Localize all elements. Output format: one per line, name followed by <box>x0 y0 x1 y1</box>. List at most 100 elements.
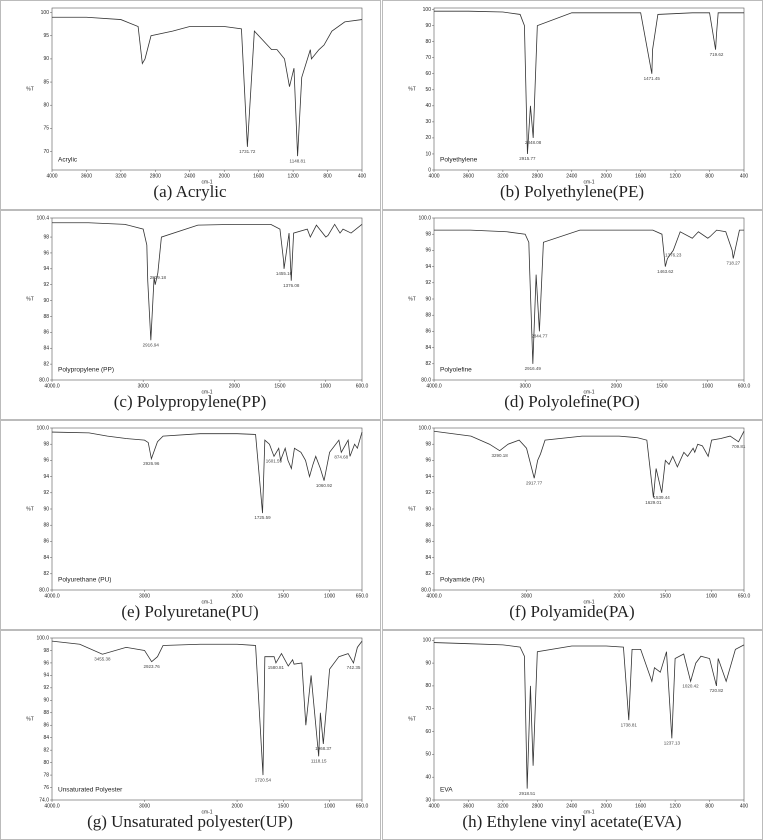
x-tick-label: 800 <box>705 803 714 809</box>
peak-label: 1738.81 <box>621 722 638 727</box>
y-tick-label: 86 <box>43 539 49 545</box>
spectrum-line <box>52 16 363 157</box>
y-tick-label: 96 <box>425 248 431 254</box>
peak-label: 2918.51 <box>519 791 536 796</box>
y-tick-label: 96 <box>425 458 431 464</box>
peak-label: 874.68 <box>334 454 348 459</box>
y-axis-label: %T <box>26 86 34 92</box>
sample-label: Polyolefine <box>440 367 472 374</box>
x-tick-label: 3000 <box>520 383 531 389</box>
x-tick-label: 3000 <box>139 803 150 809</box>
y-tick-label: 98 <box>43 234 49 240</box>
x-tick-label: 1600 <box>635 173 646 179</box>
x-axis-label: cm-1 <box>583 599 594 605</box>
spectrum-line <box>433 642 745 789</box>
peak-label: 1237.13 <box>664 741 681 746</box>
spectrum-line <box>434 229 744 364</box>
y-tick-label: 84 <box>425 555 431 561</box>
panel-border <box>0 420 381 630</box>
peak-label: 720.82 <box>709 688 723 693</box>
x-tick-label: 2800 <box>532 173 543 179</box>
x-tick-label: 2000 <box>219 173 230 179</box>
y-tick-label: 96 <box>43 250 49 256</box>
y-tick-label: 84 <box>425 345 431 351</box>
y-tick-label: 60 <box>425 71 431 77</box>
x-tick-label: 1600 <box>253 173 264 179</box>
y-tick-label: 40 <box>425 775 431 781</box>
sample-label: Polyethylene <box>440 157 478 164</box>
x-tick-label: 1000 <box>324 803 335 809</box>
y-tick-label: 50 <box>425 752 431 758</box>
y-tick-label: 50 <box>425 87 431 93</box>
panel-caption: (b) Polyethylene(PE) <box>500 182 644 201</box>
sample-label: Unsaturated Polyester <box>58 787 123 794</box>
y-tick-label: 80.0 <box>421 587 431 593</box>
panel-caption: (e) Polyuretane(PU) <box>121 602 258 621</box>
y-tick-label: 20 <box>425 135 431 141</box>
x-tick-label: 3000 <box>521 593 532 599</box>
y-tick-label: 80.0 <box>421 377 431 383</box>
peak-label: 718.27 <box>726 261 740 266</box>
x-tick-label: 3000 <box>139 593 150 599</box>
y-tick-label: 70 <box>425 706 431 712</box>
peak-label: 1720.54 <box>255 777 272 782</box>
peak-label: 2848.08 <box>525 140 542 145</box>
x-tick-label: 1200 <box>670 803 681 809</box>
peak-label: 1725.59 <box>254 515 271 520</box>
x-tick-label: 2000 <box>611 383 622 389</box>
y-tick-label: 85 <box>43 79 49 85</box>
panel-border <box>0 0 381 210</box>
panel-border <box>0 210 381 420</box>
spectrum-line <box>51 431 363 514</box>
x-tick-label: 600.0 <box>738 383 751 389</box>
y-tick-label: 80 <box>43 103 49 109</box>
x-tick-label: 1000 <box>320 383 331 389</box>
y-tick-label: 80.0 <box>39 587 49 593</box>
x-tick-label: 4000 <box>428 173 439 179</box>
panel-caption: (d) Polyolefine(PO) <box>504 392 640 411</box>
plot-frame <box>433 427 745 591</box>
y-tick-label: 90 <box>425 506 431 512</box>
x-tick-label: 1500 <box>274 383 285 389</box>
y-tick-label: 40 <box>425 103 431 109</box>
y-axis-label: %T <box>26 296 34 302</box>
peak-label: 1068.37 <box>315 746 332 751</box>
x-tick-label: 2000 <box>232 593 243 599</box>
peak-label: 1118.15 <box>311 759 327 764</box>
y-tick-label: 98 <box>425 442 431 448</box>
plot-frame <box>433 637 745 801</box>
x-tick-label: 4000.0 <box>44 383 60 389</box>
y-tick-label: 100 <box>423 638 432 644</box>
x-axis-label: cm-1 <box>201 389 212 395</box>
sample-label: Polyamide (PA) <box>440 577 485 584</box>
peak-label: 1376.08 <box>283 283 300 288</box>
y-tick-label: 60 <box>425 729 431 735</box>
y-tick-label: 70 <box>425 55 431 61</box>
x-tick-label: 4000 <box>46 173 57 179</box>
y-tick-label: 86 <box>43 723 49 729</box>
x-tick-label: 3200 <box>497 803 508 809</box>
y-tick-label: 100 <box>41 10 50 16</box>
panel-caption: (f) Polyamide(PA) <box>509 602 634 621</box>
y-tick-label: 100.4 <box>36 215 49 221</box>
y-tick-label: 88 <box>425 523 431 529</box>
x-tick-label: 4000.0 <box>44 803 60 809</box>
y-tick-label: 92 <box>43 282 49 288</box>
x-axis-label: cm-1 <box>583 179 594 185</box>
x-tick-label: 650.0 <box>738 593 751 599</box>
peak-label: 2917.77 <box>526 480 543 485</box>
y-tick-label: 90 <box>43 56 49 62</box>
peak-label: 3290.18 <box>492 453 509 458</box>
y-tick-label: 92 <box>43 490 49 496</box>
x-axis-label: cm-1 <box>583 809 594 815</box>
y-tick-label: 94 <box>425 264 431 270</box>
y-tick-label: 98 <box>43 442 49 448</box>
y-tick-label: 74.0 <box>39 797 49 803</box>
y-tick-label: 80 <box>425 39 431 45</box>
x-tick-label: 4000.0 <box>44 593 60 599</box>
peak-label: 1629.01 <box>645 500 662 505</box>
x-tick-label: 2400 <box>566 173 577 179</box>
x-tick-label: 3200 <box>497 173 508 179</box>
plot-frame <box>51 427 363 591</box>
peak-label: 1731.72 <box>239 149 256 154</box>
